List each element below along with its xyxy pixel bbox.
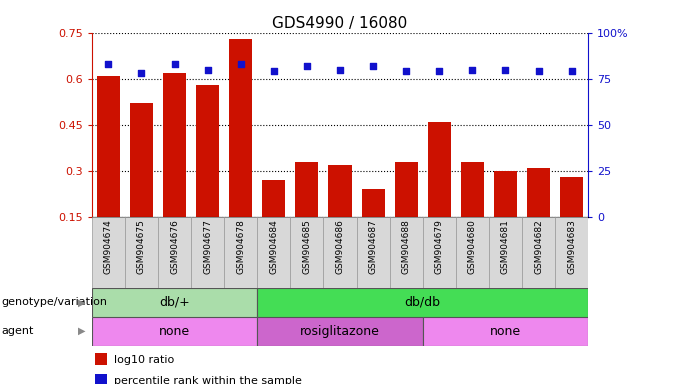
Bar	[262, 180, 286, 217]
Bar	[295, 162, 318, 217]
Point	[500, 66, 511, 73]
Text: db/+: db/+	[159, 296, 190, 309]
Bar	[163, 73, 186, 217]
Text: GSM904678: GSM904678	[236, 219, 245, 274]
Bar	[423, 217, 456, 288]
Text: GSM904685: GSM904685	[303, 219, 311, 274]
Bar	[522, 217, 555, 288]
Bar	[356, 217, 390, 288]
Bar	[555, 217, 588, 288]
Bar	[191, 217, 224, 288]
Bar	[92, 317, 257, 346]
Text: GSM904676: GSM904676	[170, 219, 179, 274]
Bar	[527, 168, 550, 217]
Bar	[390, 217, 423, 288]
Text: GSM904679: GSM904679	[435, 219, 444, 274]
Bar	[257, 288, 588, 317]
Bar	[456, 217, 489, 288]
Point	[269, 68, 279, 74]
Text: db/db: db/db	[405, 296, 441, 309]
Text: none: none	[490, 325, 521, 338]
Bar	[95, 374, 107, 384]
Bar	[489, 217, 522, 288]
Text: GSM904683: GSM904683	[567, 219, 576, 274]
Point	[136, 70, 147, 76]
Title: GDS4990 / 16080: GDS4990 / 16080	[273, 17, 407, 31]
Bar	[324, 217, 356, 288]
Point	[566, 68, 577, 74]
Text: ▶: ▶	[78, 326, 86, 336]
Bar	[428, 122, 451, 217]
Point	[368, 63, 379, 69]
Bar	[224, 217, 257, 288]
Text: rosiglitazone: rosiglitazone	[300, 325, 380, 338]
Text: percentile rank within the sample: percentile rank within the sample	[114, 376, 302, 384]
Bar	[494, 171, 517, 217]
Point	[103, 61, 114, 67]
Bar	[257, 217, 290, 288]
Bar	[423, 317, 588, 346]
Point	[202, 66, 213, 73]
Text: GSM904680: GSM904680	[468, 219, 477, 274]
Text: GSM904677: GSM904677	[203, 219, 212, 274]
Point	[235, 61, 246, 67]
Point	[467, 66, 478, 73]
Text: genotype/variation: genotype/variation	[1, 297, 107, 308]
Bar	[158, 217, 191, 288]
Text: log10 ratio: log10 ratio	[114, 355, 175, 365]
Bar	[257, 317, 423, 346]
Point	[434, 68, 445, 74]
Bar	[560, 177, 583, 217]
Bar	[394, 162, 418, 217]
Point	[169, 61, 180, 67]
Bar	[92, 217, 125, 288]
Point	[335, 66, 345, 73]
Point	[401, 68, 411, 74]
Text: GSM904686: GSM904686	[335, 219, 345, 274]
Text: agent: agent	[1, 326, 34, 336]
Point	[533, 68, 544, 74]
Bar	[290, 217, 324, 288]
Bar	[229, 39, 252, 217]
Bar	[92, 288, 257, 317]
Bar	[95, 353, 107, 365]
Bar	[125, 217, 158, 288]
Text: GSM904674: GSM904674	[104, 219, 113, 274]
Text: GSM904688: GSM904688	[402, 219, 411, 274]
Text: GSM904675: GSM904675	[137, 219, 146, 274]
Text: GSM904687: GSM904687	[369, 219, 377, 274]
Text: none: none	[159, 325, 190, 338]
Text: GSM904684: GSM904684	[269, 219, 278, 274]
Text: GSM904682: GSM904682	[534, 219, 543, 274]
Bar	[196, 85, 219, 217]
Text: GSM904681: GSM904681	[501, 219, 510, 274]
Bar	[130, 103, 153, 217]
Bar	[461, 162, 484, 217]
Text: ▶: ▶	[78, 297, 86, 308]
Point	[301, 63, 312, 69]
Bar	[328, 165, 352, 217]
Bar	[97, 76, 120, 217]
Bar	[362, 189, 385, 217]
